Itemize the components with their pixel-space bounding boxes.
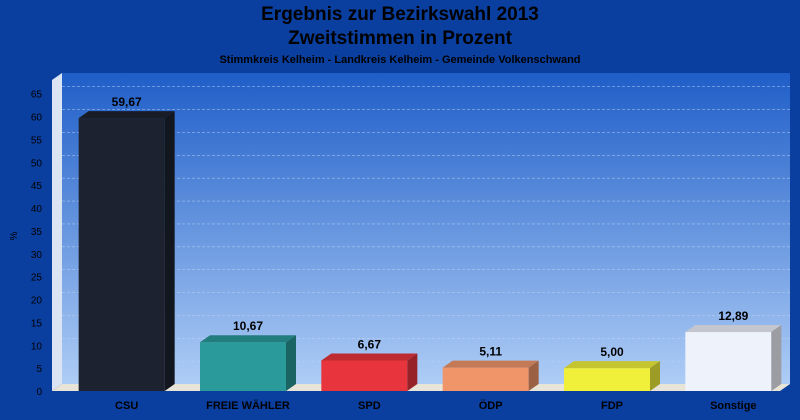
y-tick-label: 35 [31, 227, 43, 238]
y-tick-label: 30 [31, 250, 43, 261]
bar-side [771, 325, 782, 391]
y-tick-label: 40 [31, 204, 43, 215]
data-label: 59,67 [112, 95, 142, 109]
chart-title: Ergebnis zur Bezirkswahl 2013 [261, 4, 539, 25]
x-tick-label: CSU [115, 400, 138, 412]
bar-front [78, 118, 165, 391]
bar-top [442, 360, 539, 368]
chart-subtitle: Zweitstimmen in Prozent [288, 28, 512, 49]
data-label: 12,89 [718, 309, 748, 323]
y-tick-label: 55 [31, 135, 43, 146]
bar [564, 361, 660, 391]
bar-side [528, 360, 539, 391]
bar-side [286, 335, 296, 391]
bar-top [564, 361, 660, 369]
bar-side [407, 353, 418, 391]
y-tick-label: 45 [31, 181, 43, 192]
y-tick-label: 20 [31, 296, 43, 307]
data-label: 6,67 [358, 337, 382, 351]
y-axis-label: % [9, 231, 20, 240]
bar-side [164, 111, 175, 391]
x-tick-label: SPD [358, 400, 381, 412]
y-tick-label: 50 [31, 158, 43, 169]
y-tick-label: 60 [31, 113, 43, 124]
x-tick-label: ÖDP [479, 399, 503, 412]
y-tick-label: 15 [31, 318, 43, 329]
chart-caption: Stimmkreis Kelheim - Landkreis Kelheim -… [219, 54, 581, 66]
bar-top [321, 353, 418, 361]
bar-front [321, 360, 408, 391]
bar [442, 360, 539, 391]
bar-top [78, 111, 175, 119]
bar [685, 325, 782, 391]
data-label: 5,00 [600, 345, 624, 359]
plot-background [62, 73, 790, 384]
plot-side-wall [52, 73, 62, 391]
bar-front [200, 342, 286, 391]
x-tick-label: Sonstige [710, 400, 756, 412]
x-tick-label: FDP [601, 400, 623, 412]
x-tick-label: FREIE WÄHLER [206, 399, 290, 412]
y-tick-label: 25 [31, 273, 43, 284]
bar-side [650, 361, 660, 391]
bar [200, 335, 296, 391]
bar-top [685, 325, 782, 333]
y-tick-label: 5 [36, 364, 42, 375]
data-label: 5,11 [479, 345, 502, 359]
y-tick-label: 10 [31, 341, 43, 352]
bar-front [442, 367, 529, 391]
bar-front [564, 368, 650, 391]
y-tick-label: 0 [36, 387, 42, 398]
bar [78, 111, 175, 391]
y-tick-label: 65 [31, 90, 43, 101]
bar-front [685, 332, 772, 391]
bar-top [200, 335, 296, 343]
bar [321, 353, 418, 391]
data-label: 10,67 [233, 319, 263, 333]
